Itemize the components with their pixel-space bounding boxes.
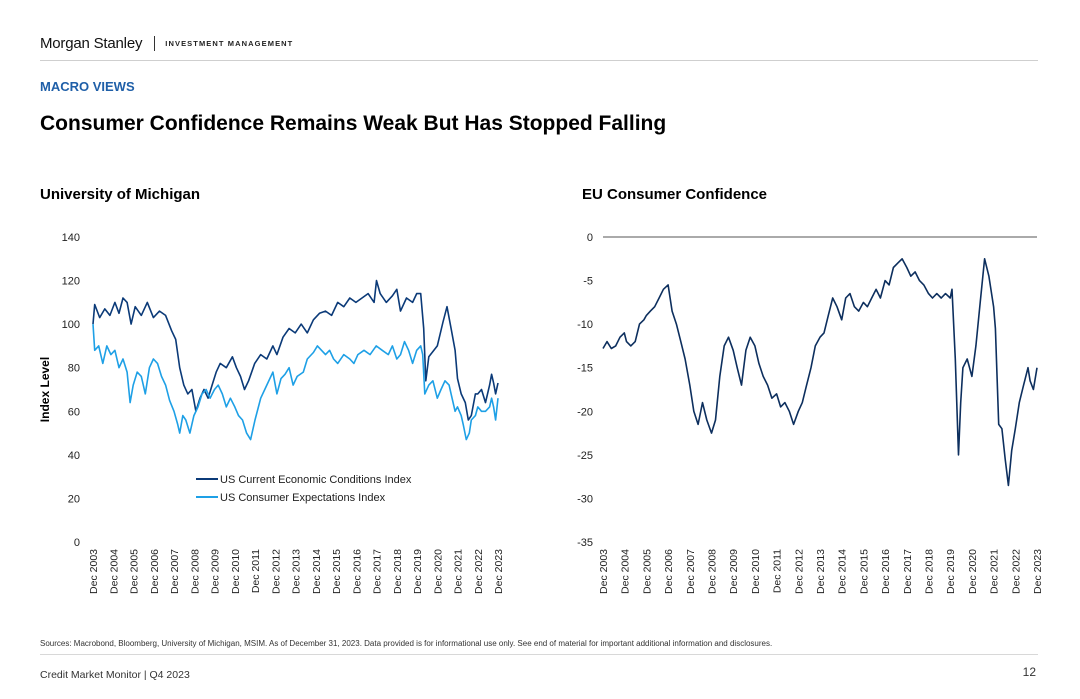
x-tick-label: Dec 2009 [210,549,222,594]
x-tick-label: Dec 2004 [620,549,632,594]
y-tick-label: -30 [577,493,593,505]
y-tick-label: 100 [62,319,80,331]
y-tick-label: -10 [577,319,593,331]
x-tick-label: Dec 2011 [250,549,262,593]
y-tick-label: -15 [577,363,593,375]
brand-logo: Morgan Stanley INVESTMENT MANAGEMENT [40,35,293,52]
x-tick-label: Dec 2010 [230,549,242,594]
header-divider [40,60,1038,61]
x-tick-label: Dec 2022 [473,549,485,594]
x-tick-label: Dec 2015 [858,549,870,594]
footer-label: Credit Market Monitor | Q4 2023 [40,669,190,681]
brand-name: Morgan Stanley [40,35,143,52]
x-tick-label: Dec 2023 [1032,549,1044,594]
brand-divider [154,36,156,51]
x-tick-label: Dec 2013 [815,549,827,594]
page-number: 12 [1022,665,1036,679]
chart-title-michigan: University of Michigan [40,186,201,203]
y-tick-label: 80 [68,363,80,375]
x-tick-label: Dec 2012 [793,549,805,594]
series-line [602,258,1038,487]
x-tick-label: Dec 2007 [685,549,697,594]
x-tick-label: Dec 2021 [453,549,465,594]
y-tick-label: 60 [68,406,80,418]
y-tick-label: 120 [62,276,80,288]
x-tick-label: Dec 2015 [331,549,343,594]
x-tick-label: Dec 2008 [189,549,201,594]
x-tick-label: Dec 2016 [351,549,363,594]
y-tick-label: -25 [577,450,593,462]
x-tick-label: Dec 2006 [663,549,675,594]
series-line [92,279,499,421]
x-tick-label: Dec 2017 [902,549,914,594]
x-tick-label: Dec 2016 [880,549,892,594]
legend-label: US Current Economic Conditions Index [220,474,412,486]
x-tick-label: Dec 2014 [311,549,323,594]
footer-divider [40,654,1038,655]
x-tick-label: Dec 2012 [270,549,282,594]
y-tick-label: 0 [587,232,593,244]
x-tick-label: Dec 2003 [88,549,100,594]
x-tick-label: Dec 2005 [641,549,653,594]
series-line [92,324,499,441]
x-tick-label: Dec 2018 [924,549,936,594]
x-tick-label: Dec 2023 [493,549,505,594]
x-tick-label: Dec 2005 [129,549,141,594]
x-tick-label: Dec 2003 [598,549,610,594]
x-tick-label: Dec 2009 [728,549,740,594]
y-tick-label: -20 [577,406,593,418]
y-tick-label: -5 [583,276,593,288]
x-tick-label: Dec 2017 [372,549,384,594]
x-tick-label: Dec 2020 [432,549,444,594]
legend-label: US Consumer Expectations Index [220,492,386,504]
chart-title-eu: EU Consumer Confidence [582,186,768,203]
x-tick-label: Dec 2019 [412,549,424,594]
page-title: Consumer Confidence Remains Weak But Has… [40,112,667,135]
x-tick-label: Dec 2019 [945,549,957,594]
x-tick-label: Dec 2020 [967,549,979,594]
x-tick-label: Dec 2010 [750,549,762,594]
y-tick-label: 40 [68,450,80,462]
x-tick-label: Dec 2004 [108,549,120,594]
x-tick-label: Dec 2008 [707,549,719,594]
x-tick-label: Dec 2018 [392,549,404,594]
x-tick-label: Dec 2013 [291,549,303,594]
y-tick-label: 20 [68,493,80,505]
x-tick-label: Dec 2011 [772,549,784,593]
sources-note: Sources: Macrobond, Bloomberg, Universit… [40,639,773,648]
y-tick-label: 140 [62,232,80,244]
y-tick-label: 0 [74,537,80,549]
x-tick-label: Dec 2014 [837,549,849,594]
x-tick-label: Dec 2022 [1010,549,1022,594]
y-tick-label: -35 [577,537,593,549]
brand-division: INVESTMENT MANAGEMENT [165,39,294,48]
x-tick-label: Dec 2007 [169,549,181,594]
x-tick-label: Dec 2006 [149,549,161,594]
y-axis-title: Index Level [38,357,52,422]
section-label: MACRO VIEWS [40,79,135,94]
x-tick-label: Dec 2021 [989,549,1001,594]
